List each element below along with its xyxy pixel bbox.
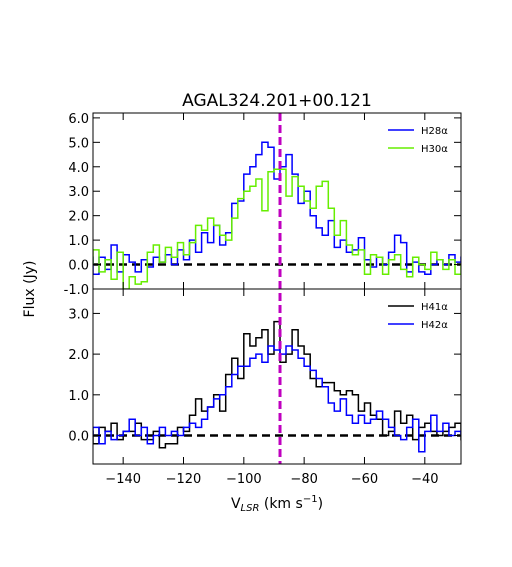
bottom-series-2 <box>93 345 461 453</box>
x-tick-label: −40 <box>411 472 438 487</box>
x-axis-label-exponent: −1 <box>303 494 318 505</box>
top-panel-frame <box>92 112 462 290</box>
top-series-1 <box>93 141 461 276</box>
bottom-y-tick-label: 2.0 <box>68 348 89 363</box>
top-y-tick-label: 6.0 <box>68 112 89 127</box>
bottom-series-1 <box>93 320 461 449</box>
bottom-legend: H41α H42α <box>388 302 448 331</box>
bottom-panel: 0.0 1.0 2.0 3.0 <box>68 289 461 464</box>
top-panel: -1.0 0.0 1.0 2.0 3.0 4.0 5.0 6.0 <box>64 112 461 298</box>
top-y-tick-label: 4.0 <box>68 161 89 176</box>
top-panel-series <box>93 141 461 289</box>
bottom-y-tick-label: 1.0 <box>68 389 89 404</box>
bottom-y-tick-label: 0.0 <box>68 430 89 445</box>
x-tick-labels: −140 −120 −100 −80 −60 −40 <box>105 472 438 487</box>
x-tick-label: −140 <box>105 472 141 487</box>
top-legend: H28α H30α <box>388 126 448 155</box>
x-axis-label: VLSR (km s−1) <box>231 494 323 514</box>
x-tick-label: −100 <box>226 472 262 487</box>
top-series-2 <box>93 168 461 289</box>
top-y-tick-label: -1.0 <box>64 283 89 298</box>
top-legend-label-1: H28α <box>421 126 448 137</box>
bottom-panel-series <box>93 320 461 453</box>
bottom-legend-label-1: H41α <box>421 302 448 313</box>
bottom-y-tick-label: 3.0 <box>68 307 89 322</box>
x-tick-label: −120 <box>166 472 202 487</box>
top-y-tick-label: 1.0 <box>68 234 89 249</box>
x-axis-label-close: ) <box>318 496 323 512</box>
y-axis-label: Flux (Jy) <box>22 261 38 318</box>
x-axis-label-main: V <box>231 496 241 512</box>
bottom-panel-ticks: 0.0 1.0 2.0 3.0 <box>68 289 461 464</box>
top-y-tick-label: 5.0 <box>68 136 89 151</box>
x-axis-label-unit: (km s <box>259 496 302 512</box>
top-legend-label-2: H30α <box>421 144 448 155</box>
bottom-legend-label-2: H42α <box>421 320 448 331</box>
chart-title: AGAL324.201+00.121 <box>182 91 372 111</box>
top-y-tick-label: 2.0 <box>68 210 89 225</box>
top-y-tick-label: 3.0 <box>68 185 89 200</box>
x-axis-label-subscript: LSR <box>241 503 260 514</box>
x-tick-label: −60 <box>351 472 378 487</box>
top-y-tick-label: 0.0 <box>68 259 89 274</box>
x-tick-label: −80 <box>290 472 317 487</box>
bottom-panel-frame <box>92 288 462 465</box>
top-panel-ticks: -1.0 0.0 1.0 2.0 3.0 4.0 5.0 6.0 <box>64 112 461 298</box>
